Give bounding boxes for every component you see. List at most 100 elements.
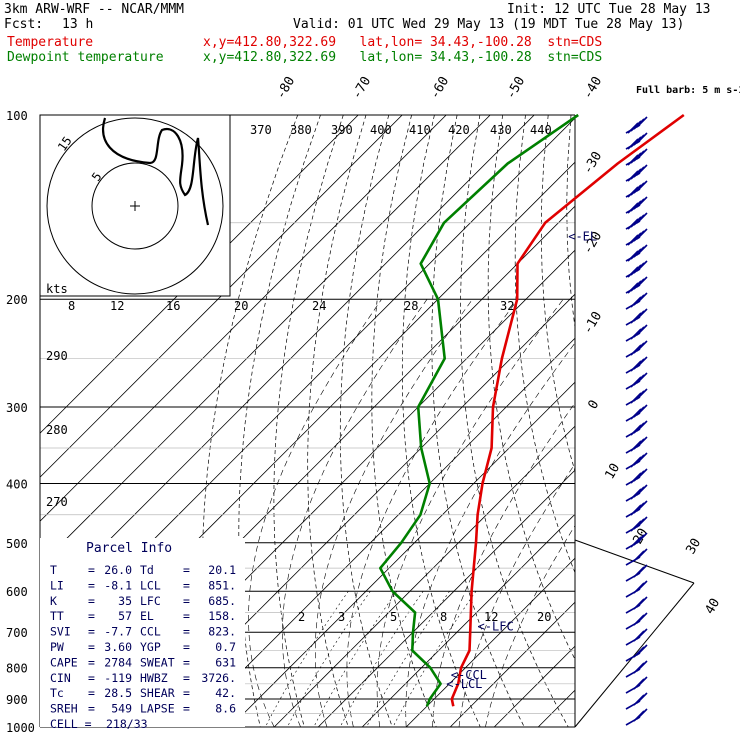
wind-barb <box>625 468 648 486</box>
dry-adiabat <box>639 115 740 727</box>
isotherm-label--30: -30 <box>580 149 605 177</box>
parcel-eq: = <box>88 563 95 577</box>
moist-adiabat <box>376 299 564 727</box>
pressure-label-500: 500 <box>6 537 28 551</box>
parcel-eq: = <box>183 640 190 654</box>
parcel-key: CAPE <box>50 655 78 669</box>
wind-barb <box>625 660 648 678</box>
barb-flag <box>630 392 642 404</box>
barb-legend: Full barb: 5 m s-1 <box>636 85 740 96</box>
parcel-key: PW <box>50 640 64 654</box>
theta-top-labels: 370 380 390 400 410 420 430 440 <box>250 123 552 137</box>
pressure-label-700: 700 <box>6 626 28 640</box>
wind-barb <box>625 564 648 582</box>
barb-flag <box>630 488 642 500</box>
isotherm-label-10: 10 <box>602 461 623 482</box>
isotherm-line <box>582 115 740 727</box>
parcel-eq: = <box>183 625 190 639</box>
parcel-eq: = <box>88 640 95 654</box>
wind-barb <box>625 276 648 294</box>
wind-barb <box>625 644 648 662</box>
barb-flag <box>627 170 639 182</box>
parcel-value: 0.7 <box>215 640 236 654</box>
barb-flag <box>633 694 645 706</box>
dry-adiabat <box>592 115 740 727</box>
temp-axis-label-24: 24 <box>312 299 326 313</box>
parcel-key: CCL <box>140 625 161 639</box>
barb-flag <box>630 328 642 340</box>
parcel-key: SHEAR <box>140 686 175 700</box>
dry-adiabat <box>730 115 740 727</box>
barb-flag <box>630 376 642 388</box>
wind-barb <box>625 628 648 646</box>
parcel-value: -7.7 <box>104 625 132 639</box>
isotherm-label--10: -10 <box>580 309 605 337</box>
wind-barb <box>625 116 648 134</box>
parcel-eq: = <box>88 609 95 623</box>
theta-top-label-430: 430 <box>490 123 512 137</box>
parcel-key: SWEAT <box>140 655 175 669</box>
theta-labels: 290 280 270 <box>46 349 68 509</box>
barb-flag <box>630 296 642 308</box>
wind-barb <box>625 532 648 550</box>
pressure-label-100: 100 <box>6 109 28 123</box>
level-markers: <-EL <-LFC <-CCL<-LCL <box>446 230 597 692</box>
wind-barbs <box>625 116 648 726</box>
parcel-key: LI <box>50 578 64 592</box>
mixing-ratio-line <box>265 591 349 727</box>
theta-top-label-370: 370 <box>250 123 272 137</box>
parcel-value: 20.1 <box>208 563 236 577</box>
temp-axis-label-12: 12 <box>110 299 124 313</box>
barb-flag <box>633 662 645 674</box>
wind-barb <box>625 212 648 230</box>
level-marker: <-CCL <box>451 668 487 682</box>
pressure-label-600: 600 <box>6 585 28 599</box>
parcel-value: 823. <box>208 625 236 639</box>
parcel-eq: = <box>183 671 190 685</box>
barb-flag <box>627 186 639 198</box>
hodo-ring-label-outer: 15 <box>55 134 75 154</box>
parcel-eq: = <box>183 578 190 592</box>
dry-adiabat <box>238 115 321 727</box>
parcel-info-panel: Parcel Info T = 26.0 Td = 20.1 LI = -8.1 LCL = 851.… <box>40 538 245 731</box>
temperature-axis-labels: 8 12 16 20 24 28 32 <box>68 299 514 313</box>
sounding-profiles <box>378 113 685 707</box>
parcel-value: 3.60 <box>104 640 132 654</box>
parcel-value: 35 <box>118 594 132 608</box>
barb-flag <box>627 266 639 278</box>
parcel-eq: = <box>88 686 95 700</box>
dry-adiabat <box>685 115 740 727</box>
wind-barb <box>625 404 648 422</box>
mixing-ratio-label-8: 8 <box>440 610 447 624</box>
wind-barb <box>625 180 648 198</box>
parcel-info-title: Parcel Info <box>86 541 172 556</box>
isotherm-line <box>273 425 575 727</box>
temp-axis-label-16: 16 <box>166 299 180 313</box>
parcel-key: SVI <box>50 625 71 639</box>
theta-top-label-420: 420 <box>448 123 470 137</box>
wind-barb <box>625 228 648 246</box>
parcel-eq: = <box>183 594 190 608</box>
theta-label-270: 270 <box>46 495 68 509</box>
parcel-value: 2784 <box>104 655 132 669</box>
barb-flag <box>633 614 645 626</box>
hodograph-panel: 5 15 kts <box>39 114 231 297</box>
isotherm-line <box>493 645 575 727</box>
wind-barb <box>625 132 648 150</box>
barb-flag <box>630 456 642 468</box>
barb-flag <box>633 710 645 722</box>
isotherm-label-0: 0 <box>585 398 602 412</box>
wind-barb <box>625 516 648 534</box>
dry-adiabat <box>273 115 344 727</box>
barb-flag <box>627 234 639 246</box>
parcel-eq: = <box>183 702 190 716</box>
parcel-key: TT <box>50 609 64 623</box>
dewpoint-location: x,y=412.80,322.69 lat,lon= 34.43,-100.28… <box>203 50 603 65</box>
isotherm-label--60: -60 <box>427 74 452 102</box>
level-marker: <-LCL <box>446 677 482 691</box>
wind-barb <box>625 596 648 614</box>
parcel-key: LAPSE <box>140 702 175 716</box>
mixing-ratio-label-5: 5 <box>390 610 397 624</box>
pressure-label-800: 800 <box>6 662 28 676</box>
mixing-ratio-line <box>392 591 477 727</box>
